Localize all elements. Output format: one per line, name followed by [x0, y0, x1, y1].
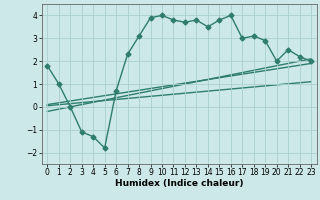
X-axis label: Humidex (Indice chaleur): Humidex (Indice chaleur)	[115, 179, 244, 188]
